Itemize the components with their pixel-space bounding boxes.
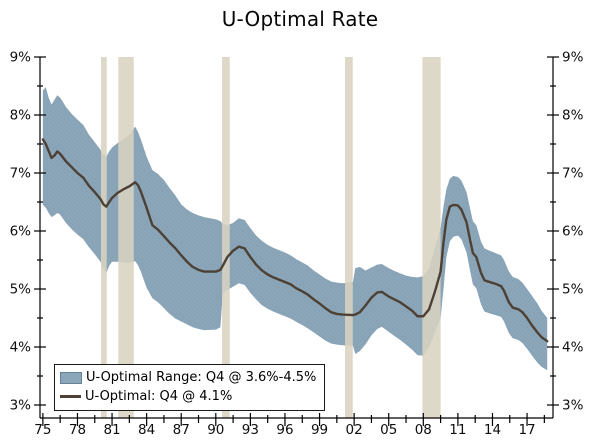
recession-bar xyxy=(118,57,134,418)
legend-row-range: U-Optimal Range: Q4 @ 3.6%-4.5% xyxy=(60,368,316,387)
y-axis-label-right: 3% xyxy=(562,398,584,414)
x-axis-label: 14 xyxy=(484,422,501,438)
legend: U-Optimal Range: Q4 @ 3.6%-4.5% U-Optima… xyxy=(54,364,326,411)
recession-bar xyxy=(100,57,107,418)
x-axis-label: 81 xyxy=(103,422,120,438)
y-axis-label-left: 3% xyxy=(10,398,32,414)
legend-line-label: U-Optimal: Q4 @ 4.1% xyxy=(85,389,233,404)
y-axis-label-right: 5% xyxy=(562,282,584,298)
legend-row-line: U-Optimal: Q4 @ 4.1% xyxy=(60,387,316,406)
y-axis-label-right: 4% xyxy=(562,340,584,356)
line-swatch xyxy=(60,395,81,398)
recession-bar xyxy=(422,57,441,418)
y-axis-label-right: 9% xyxy=(562,50,584,66)
x-axis-label: 90 xyxy=(207,422,224,438)
y-axis-label-right: 8% xyxy=(562,108,584,124)
y-axis-label-left: 9% xyxy=(10,50,32,66)
x-axis-label: 11 xyxy=(449,422,466,438)
legend-range-label: U-Optimal Range: Q4 @ 3.6%-4.5% xyxy=(86,370,317,385)
x-axis-label: 99 xyxy=(311,422,328,438)
recession-bar xyxy=(345,57,353,418)
x-axis-label: 05 xyxy=(380,422,397,438)
u-optimal-range-band xyxy=(42,87,548,371)
u-optimal-line xyxy=(41,138,549,343)
x-axis-label: 93 xyxy=(242,422,259,438)
y-axis-label-left: 7% xyxy=(10,166,32,182)
chart-title: U-Optimal Rate xyxy=(221,7,379,31)
y-axis-label-left: 4% xyxy=(10,340,32,356)
y-axis-label-right: 7% xyxy=(562,166,584,182)
x-axis-label: 84 xyxy=(138,422,155,438)
x-axis-label: 02 xyxy=(346,422,363,438)
y-axis-label-right: 6% xyxy=(562,224,584,240)
x-axis-label: 78 xyxy=(69,422,86,438)
y-axis-label-left: 8% xyxy=(10,108,32,124)
y-axis-label-left: 6% xyxy=(10,224,32,240)
x-axis-label: 17 xyxy=(518,422,535,438)
recession-bar xyxy=(222,57,230,418)
x-axis-label: 96 xyxy=(276,422,293,438)
range-band-swatch xyxy=(60,371,82,384)
y-axis-label-left: 5% xyxy=(10,282,32,298)
x-axis-label: 75 xyxy=(34,422,51,438)
x-axis-label: 08 xyxy=(415,422,432,438)
x-axis-label: 87 xyxy=(173,422,190,438)
